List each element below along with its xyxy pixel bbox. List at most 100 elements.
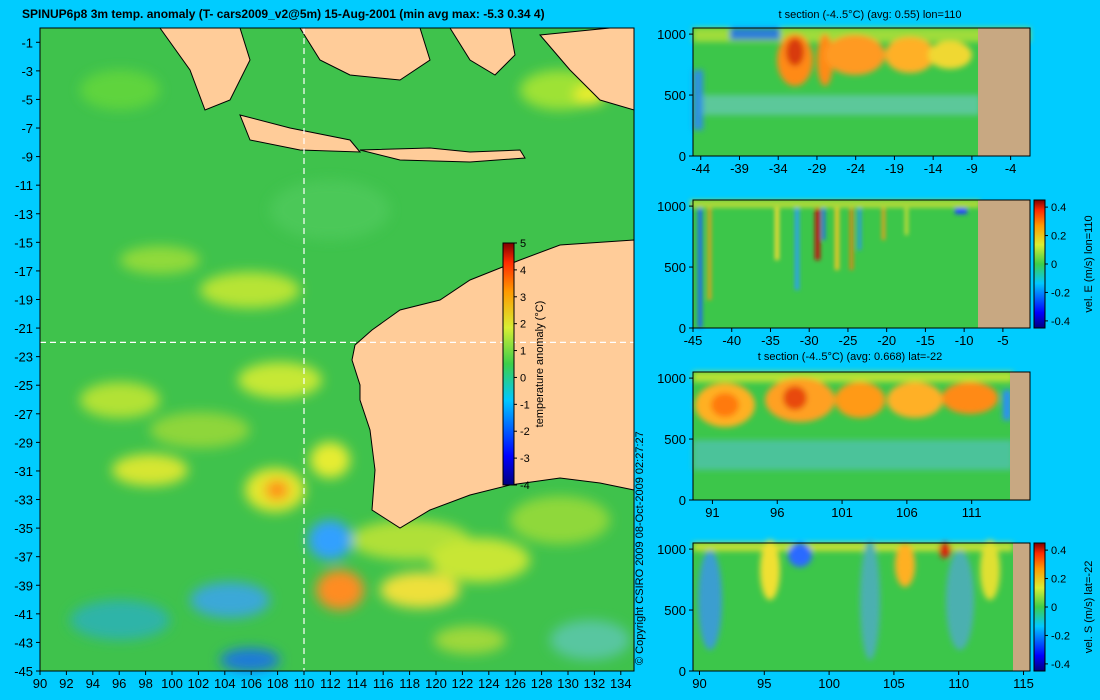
panel-2-frame [692,199,1031,329]
copyright-text: © Copyright CSIRO 2009 08-Oct-2009 02:27… [634,431,646,665]
map-colorbar-ramp [502,242,515,486]
map-y-tick-label: -13 [14,207,33,222]
anomaly-map: 90 92 94 96 98 100 102 104 106 108 110 112 114 116 118… [14,27,635,691]
map-y-tick-label: -1 [21,35,33,50]
map-x-tick-label: 126 [504,676,526,691]
map-y-tick-label: -17 [14,264,33,279]
map-y-tick-label: -25 [14,378,33,393]
panel-2-y-tick-label: 1000 [657,199,686,214]
map-colorbar-tick-label: -3 [520,453,530,465]
panel-3-x-tick-label: 96 [770,505,784,520]
map-colorbar-tick-label: 1 [520,346,526,358]
panel-1-x-tick-label: -29 [808,161,827,176]
map-x-tick-label: 122 [452,676,474,691]
map-y-tick-label: -37 [14,550,33,565]
map-colorbar-tick-label: -4 [520,480,530,492]
panel-2-x-tick-label: -20 [877,333,896,348]
panel-2-colorbar-label: vel. E (m/s) lon=110 [1083,215,1095,312]
map-colorbar-tick-label: 4 [520,265,526,277]
map-colorbar: 5 4 3 2 1 0 -1 -2 -3 -4 temperature anomaly (°C) [502,238,546,492]
panel-4-colorbar-ramp [1033,542,1046,672]
map-y-tick-label: -23 [14,350,33,365]
map-colorbar-tick-label: -1 [520,399,530,411]
panel-1-x-tick-label: -19 [885,161,904,176]
panel-4-patches [693,540,1013,660]
panel-2-colorbar-tick-label: 0.4 [1051,202,1066,214]
panel-4-y-tick-label: 1000 [657,542,686,557]
map-y-tick-label: -9 [21,150,33,165]
map-y-tick-label: -33 [14,493,33,508]
australia-landmass [351,239,635,529]
map-x-tick-label: 102 [188,676,210,691]
panel-4-x-tick-label: 105 [883,676,905,691]
map-x-tick-label: 106 [240,676,262,691]
panel-1-temp-section-lon: -44 -39 -34 -29 -24 -19 -14 -9 -4 0 500 1000 [657,27,1031,176]
map-y-tick-label: -41 [14,607,33,622]
panel-3-frame [692,371,1031,501]
panel-2-colorbar-tick-label: 0.2 [1051,231,1066,243]
panel-4-colorbar: 0.4 0.2 0 -0.2 -0.4 vel. S (m/s) lat=-22 [1033,542,1095,672]
lesser-sunda-islands [359,147,526,163]
panel-1-y-tick-label: 500 [664,88,686,103]
map-y-tick-label: -27 [14,407,33,422]
map-x-tick-label: 130 [557,676,579,691]
panel-4-x-tick-label: 115 [1013,676,1034,691]
map-colorbar-ticks: 5 4 3 2 1 0 -1 -2 -3 -4 [514,238,530,492]
panel-1-y-axis: 0 500 1000 [657,27,693,164]
panel-1-x-tick-label: -24 [846,161,865,176]
map-y-tick-label: -39 [14,578,33,593]
panel-4-y-axis: 0 500 1000 [657,542,693,679]
map-x-tick-label: 90 [33,676,47,691]
map-y-tick-label: -5 [21,92,33,107]
map-x-axis: 90 92 94 96 98 100 102 104 106 108 110 112 114 116 118… [33,671,632,691]
panel-3-land [1010,372,1030,500]
panel-4-colorbar-label: vel. S (m/s) lat=-22 [1083,561,1095,654]
map-colorbar-tick-label: -2 [520,426,530,438]
map-x-tick-label: 110 [294,676,315,691]
map-x-tick-label: 104 [214,676,236,691]
map-y-tick-label: -11 [15,178,33,193]
panel-3-x-tick-label: 101 [831,505,853,520]
map-colorbar-label: temperature anomaly (°C) [534,301,546,428]
map-x-tick-label: 114 [346,676,367,691]
panel-2-x-tick-label: -30 [800,333,819,348]
panel-4-x-tick-label: 90 [692,676,706,691]
panel-2-y-tick-label: 500 [664,260,686,275]
map-x-tick-label: 132 [584,676,606,691]
panel-1-patches [693,28,1030,130]
panel-2-x-tick-label: -45 [684,333,703,348]
panel-4-x-tick-label: 100 [818,676,840,691]
panel-4-y-tick-label: 500 [664,603,686,618]
map-y-tick-label: -45 [14,664,33,679]
panel-2-x-tick-label: -10 [955,333,974,348]
panel-3-x-axis: 91 96 101 106 111 [705,500,982,520]
panel-3-y-tick-label: 1000 [657,371,686,386]
map-x-tick-label: 120 [425,676,447,691]
map-x-tick-label: 98 [138,676,152,691]
panel-2-colorbar-ramp [1033,199,1046,329]
map-y-tick-label: -15 [14,235,33,250]
map-y-tick-label: -43 [14,635,33,650]
java-landmass [239,114,362,153]
panel-1-y-tick-label: 0 [679,149,686,164]
panel-1-title: t section (-4..5°C) (avg: 0.55) lon=110 [778,9,961,21]
panel-3-x-tick-label: 106 [896,505,918,520]
panel-3-y-axis: 0 500 1000 [657,371,693,508]
panel-1-y-tick-label: 1000 [657,27,686,42]
panel-4-colorbar-tick-label: 0.4 [1051,545,1066,557]
panel-4-vel-s-section: 90 95 100 105 110 115 0 500 1000 0.4 0.2 0 -0.2 -0.… [657,540,1095,691]
panel-1-x-tick-label: -9 [966,161,978,176]
panel-2-colorbar: 0.4 0.2 0 -0.2 -0.4 vel. E (m/s) lon=110 [1033,199,1095,329]
map-y-tick-label: -7 [21,121,33,136]
panel-2-field [693,200,1030,328]
panel-1-frame [692,27,1031,157]
panel-2-colorbar-tick-label: 0 [1051,259,1057,271]
map-x-tick-label: 100 [161,676,183,691]
panel-3-x-tick-label: 111 [962,505,982,520]
map-y-tick-label: -31 [14,464,33,479]
map-frame [39,27,635,672]
map-y-axis: -1 -3 -5 -7 -9 -11 -13 -15 -17 -19 -21 -23 -25 -27 -29… [14,35,40,679]
panel-2-land [978,200,1030,328]
